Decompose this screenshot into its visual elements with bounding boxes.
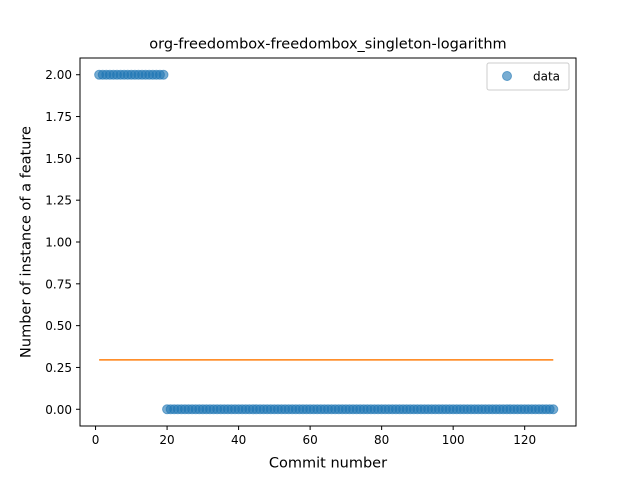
x-tick-label: 120 bbox=[513, 433, 536, 447]
x-tick-label: 60 bbox=[302, 433, 317, 447]
y-axis: 0.00 0.25 0.50 0.75 1.00 1.25 1.50 1.75 2.00 bbox=[45, 68, 80, 417]
y-tick-label: 1.50 bbox=[45, 152, 72, 166]
legend: data bbox=[486, 62, 570, 91]
y-tick-label: 0.25 bbox=[45, 361, 72, 375]
legend-label-data: data bbox=[533, 70, 560, 84]
chart-title: org-freedombox-freedombox_singleton-loga… bbox=[149, 37, 506, 53]
x-tick-label: 20 bbox=[159, 433, 174, 447]
y-tick-label: 2.00 bbox=[45, 68, 72, 82]
data-point bbox=[548, 404, 559, 415]
y-tick-label: 1.25 bbox=[45, 194, 72, 208]
plot-area bbox=[80, 58, 576, 426]
x-tick-label: 80 bbox=[374, 433, 389, 447]
legend-marker-data bbox=[502, 71, 512, 81]
x-tick-label: 0 bbox=[92, 433, 100, 447]
x-tick-label: 100 bbox=[442, 433, 465, 447]
plot-background bbox=[80, 58, 576, 426]
x-axis: 0 20 40 60 80 100 120 bbox=[92, 426, 536, 447]
y-tick-label: 0.75 bbox=[45, 277, 72, 291]
x-tick-label: 40 bbox=[231, 433, 246, 447]
legend-box bbox=[486, 62, 570, 91]
data-marks bbox=[94, 69, 559, 415]
y-tick-label: 1.00 bbox=[45, 236, 72, 250]
y-axis-label: Number of instance of a feature bbox=[19, 126, 35, 358]
x-axis-label: Commit number bbox=[269, 456, 387, 472]
y-tick-label: 0.00 bbox=[45, 403, 72, 417]
y-tick-label: 0.50 bbox=[45, 319, 72, 333]
y-tick-label: 1.75 bbox=[45, 110, 72, 124]
data-point bbox=[158, 69, 169, 80]
